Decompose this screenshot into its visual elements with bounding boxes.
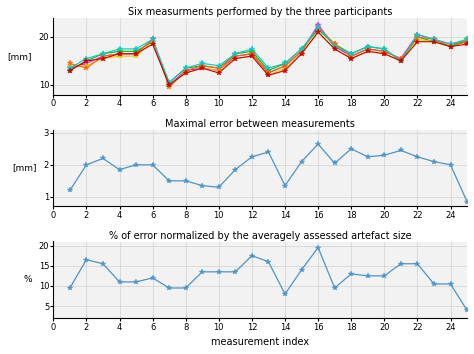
Title: Maximal error between measurements: Maximal error between measurements	[165, 119, 355, 129]
Title: Six measurments performed by the three participants: Six measurments performed by the three p…	[128, 7, 392, 17]
Y-axis label: %: %	[23, 275, 32, 284]
Y-axis label: [mm]: [mm]	[7, 52, 31, 61]
Y-axis label: [mm]: [mm]	[12, 164, 36, 172]
X-axis label: measurement index: measurement index	[211, 337, 309, 347]
Title: % of error normalized by the averagely assessed artefact size: % of error normalized by the averagely a…	[109, 231, 411, 241]
